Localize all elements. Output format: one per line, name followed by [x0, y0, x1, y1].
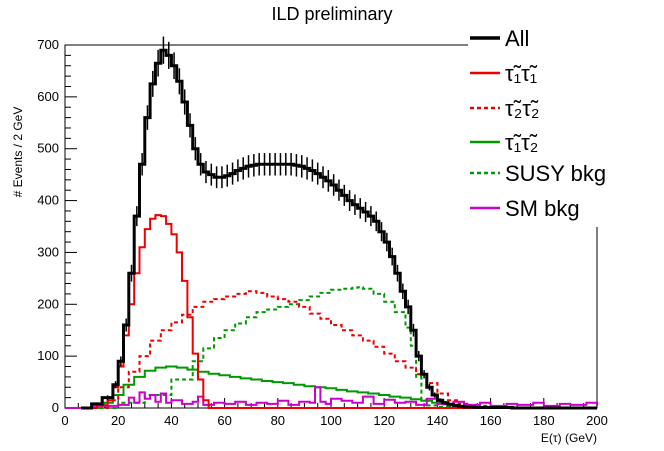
x-tick-label: 20: [111, 413, 125, 428]
x-tick-label: 100: [320, 413, 342, 428]
x-tick-label: 0: [61, 413, 68, 428]
x-tick-label: 140: [427, 413, 449, 428]
series-stau2-stau2: [91, 290, 597, 409]
legend-label-stau2-stau2: τ̃₂τ̃₂: [505, 96, 539, 121]
axis-ticks: 0 20 40 60 80 100 120 140 160 180 200 0 100 200 300 400…: [37, 37, 608, 428]
series-sm-bkg: [65, 386, 598, 409]
x-tick-label: 40: [164, 413, 178, 428]
y-tick-label: 400: [37, 193, 59, 208]
x-tick-label: 60: [217, 413, 231, 428]
x-tick-label: 120: [373, 413, 395, 428]
y-tick-label: 700: [37, 37, 59, 52]
chart-title: ILD preliminary: [271, 4, 392, 24]
legend: All τ̃₁τ̃₁ τ̃₂τ̃₂ τ̃₁τ̃₂ SUSY bkg SM bkg: [468, 22, 606, 227]
series-stau1-stau1: [86, 214, 597, 409]
legend-label-sm-bkg: SM bkg: [505, 196, 580, 221]
y-tick-label: 500: [37, 141, 59, 156]
legend-box: [468, 22, 598, 227]
y-tick-label: 300: [37, 244, 59, 259]
legend-label-stau1-stau2: τ̃₁τ̃₂: [505, 130, 538, 155]
legend-label-stau1-stau1: τ̃₁τ̃₁: [505, 61, 538, 86]
y-tick-label: 100: [37, 348, 59, 363]
y-tick-label: 200: [37, 296, 59, 311]
series-susy-bkg: [91, 286, 597, 409]
x-tick-label: 160: [480, 413, 502, 428]
x-tick-label: 200: [586, 413, 608, 428]
legend-label-All: All: [505, 26, 529, 51]
y-axis-label: # Events / 2 GeV: [11, 107, 25, 198]
y-tick-label: 0: [52, 400, 59, 415]
series-stau1-stau2: [91, 365, 597, 409]
series-layer: [65, 36, 598, 410]
x-axis-label: E(τ) (GeV): [541, 431, 597, 445]
series-All: [81, 48, 597, 410]
x-tick-label: 80: [271, 413, 285, 428]
y-tick-label: 600: [37, 89, 59, 104]
x-tick-label: 180: [533, 413, 555, 428]
legend-label-susy-bkg: SUSY bkg: [505, 161, 606, 186]
